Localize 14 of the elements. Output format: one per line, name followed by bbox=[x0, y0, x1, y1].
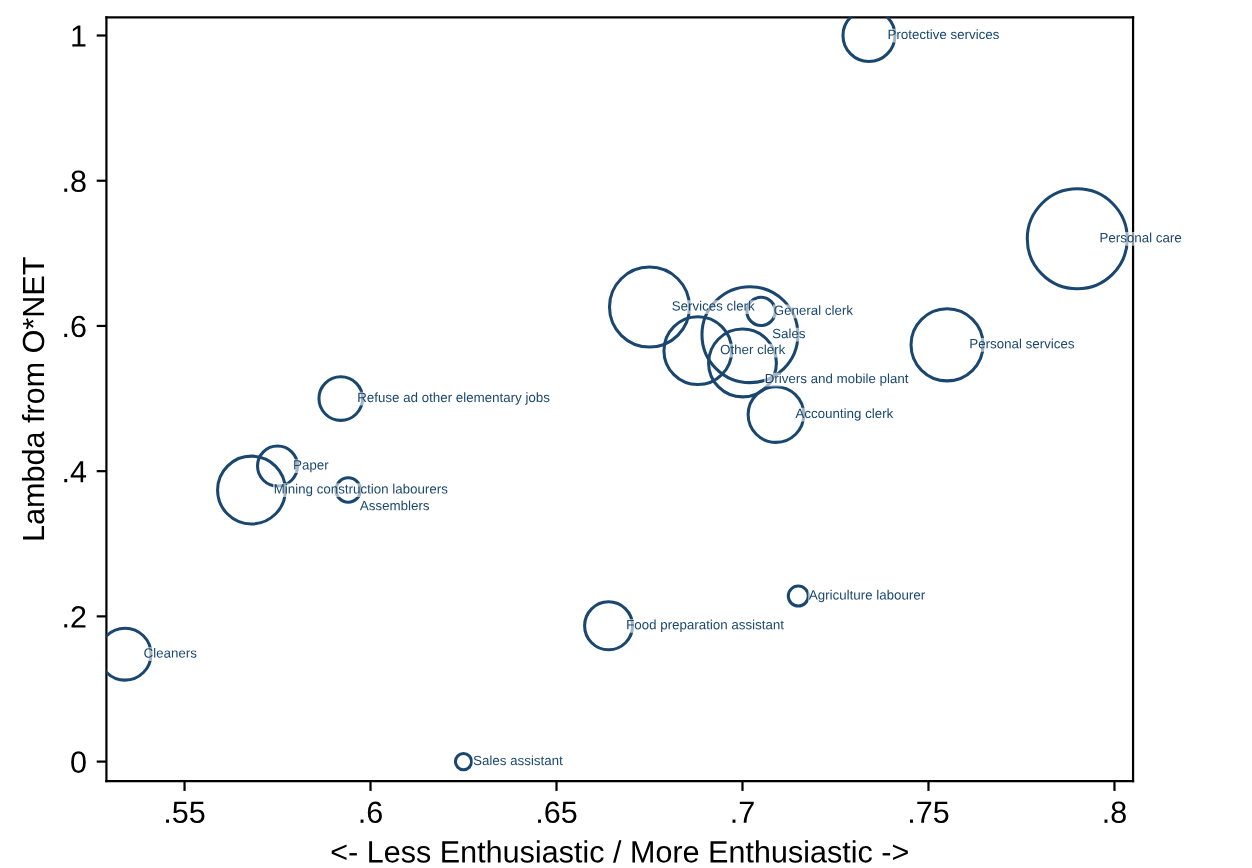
x-tick-label: .55 bbox=[166, 801, 205, 824]
y-tick-label: .2 bbox=[64, 606, 86, 628]
y-axis-title: Lambda from O*NET bbox=[21, 257, 45, 540]
x-axis-title: <- Less Enthusiastic / More Enthusiastic -> bbox=[331, 840, 908, 863]
x-tick-label: .75 bbox=[910, 801, 949, 824]
x-tick-label: .7 bbox=[732, 801, 754, 823]
y-tick-label: .4 bbox=[64, 461, 87, 483]
y-tick-label: .6 bbox=[64, 315, 86, 338]
y-tick-label: 0 bbox=[71, 751, 86, 773]
y-tick-label: 1 bbox=[72, 25, 86, 47]
y-tick-label: .8 bbox=[64, 170, 86, 193]
x-tick-label: .6 bbox=[360, 801, 382, 824]
x-tick-label: .65 bbox=[538, 801, 577, 824]
x-tick-label: .8 bbox=[1104, 801, 1126, 824]
